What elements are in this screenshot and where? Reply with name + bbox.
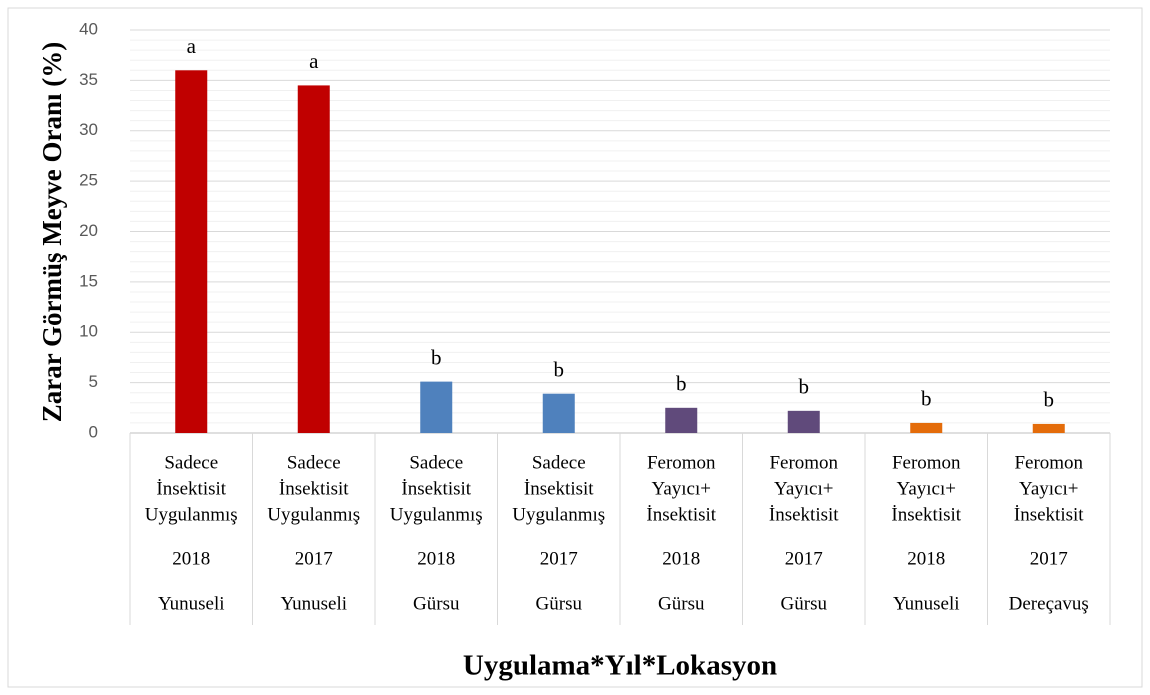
x-tick-label-location: Gürsu [658, 593, 705, 614]
x-tick-label-year: 2017 [540, 548, 578, 569]
x-tick-label: Sadece [164, 452, 218, 473]
x-tick-label: İnsektisit [401, 478, 471, 499]
x-tick-label-location: Gürsu [781, 593, 828, 614]
x-tick-label-location: Dereçavuş [1009, 593, 1089, 614]
x-tick-label: Sadece [287, 452, 341, 473]
x-tick-label: Feromon [892, 452, 961, 473]
x-tick-label: Uygulanmış [390, 504, 483, 525]
x-tick-label: Yayıcı+ [1019, 478, 1078, 499]
y-tick-label: 5 [89, 372, 98, 391]
y-tick-label: 30 [79, 120, 98, 139]
x-tick-label: İnsektisit [524, 478, 594, 499]
y-tick-label: 10 [79, 322, 98, 341]
x-tick-label: İnsektisit [156, 478, 226, 499]
x-tick-label-location: Gürsu [536, 593, 583, 614]
annotation: b [799, 375, 810, 399]
x-tick-label-location: Yunuseli [281, 593, 348, 614]
bar [787, 410, 820, 433]
x-tick-label: İnsektisit [279, 478, 349, 499]
x-tick-label: Feromon [769, 452, 838, 473]
y-tick-label: 15 [79, 271, 98, 290]
bar [175, 70, 208, 434]
x-tick-label: Feromon [647, 452, 716, 473]
bar [297, 85, 330, 433]
annotation: b [554, 358, 565, 382]
x-tick-label-year: 2018 [172, 548, 210, 569]
x-tick-label-year: 2017 [295, 548, 333, 569]
x-tick-label: Uygulanmış [512, 504, 605, 525]
bar [420, 381, 453, 433]
y-tick-label: 35 [79, 70, 98, 89]
x-tick-label: Yayıcı+ [897, 478, 956, 499]
y-axis-title: Zarar Görmüş Meyve Oranı (%) [37, 42, 67, 422]
x-tick-label: İnsektisit [646, 504, 716, 525]
bar [910, 422, 943, 433]
bar [665, 407, 698, 433]
x-tick-label-year: 2018 [662, 548, 700, 569]
annotation: b [921, 387, 932, 411]
annotation: a [187, 34, 197, 58]
bar [1032, 423, 1065, 433]
x-tick-label: Yayıcı+ [774, 478, 833, 499]
x-tick-label: Uygulanmış [267, 504, 360, 525]
x-tick-label-year: 2017 [785, 548, 823, 569]
x-tick-label-location: Yunuseli [893, 593, 960, 614]
x-tick-label-location: Yunuseli [158, 593, 225, 614]
x-tick-label: Sadece [532, 452, 586, 473]
x-tick-label: İnsektisit [1014, 504, 1084, 525]
x-tick-label-year: 2018 [417, 548, 455, 569]
x-tick-label: Yayıcı+ [652, 478, 711, 499]
y-tick-label: 40 [79, 19, 98, 38]
y-tick-label: 25 [79, 171, 98, 190]
x-tick-label-location: Gürsu [413, 593, 460, 614]
annotation: b [431, 345, 442, 369]
annotation: b [676, 372, 687, 396]
bar [542, 393, 575, 433]
x-tick-label: Uygulanmış [145, 504, 238, 525]
x-tick-label: İnsektisit [769, 504, 839, 525]
x-tick-label-year: 2018 [907, 548, 945, 569]
x-tick-label: Sadece [409, 452, 463, 473]
y-tick-label: 0 [89, 422, 98, 441]
x-tick-label-year: 2017 [1030, 548, 1068, 569]
annotation: a [309, 49, 319, 73]
x-tick-label: İnsektisit [891, 504, 961, 525]
x-tick-label: Feromon [1014, 452, 1083, 473]
annotation: b [1044, 388, 1055, 412]
y-tick-label: 20 [79, 221, 98, 240]
x-axis-title: Uygulama*Yıl*Lokasyon [463, 650, 777, 682]
